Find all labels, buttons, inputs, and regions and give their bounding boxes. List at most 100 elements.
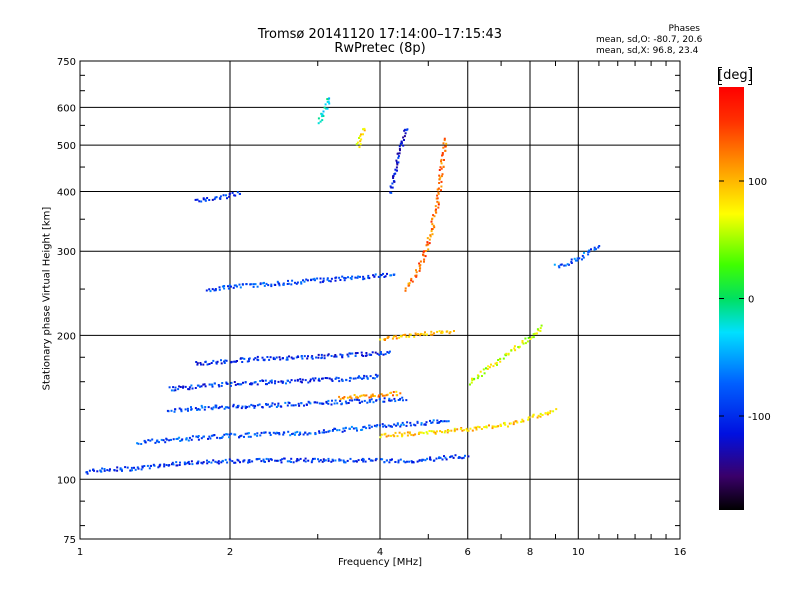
data-point — [101, 467, 104, 470]
data-point — [363, 129, 366, 132]
data-point — [578, 257, 581, 260]
data-point — [373, 395, 376, 397]
data-point — [503, 421, 506, 424]
data-point — [495, 361, 498, 364]
data-point — [288, 460, 291, 463]
data-point — [233, 360, 236, 363]
data-point — [363, 127, 366, 130]
data-point — [517, 346, 520, 348]
data-point — [338, 429, 341, 432]
data-point — [493, 425, 496, 428]
data-point — [524, 337, 527, 340]
data-point — [264, 460, 266, 463]
data-point — [274, 459, 277, 462]
data-point — [245, 283, 248, 286]
data-point — [402, 334, 405, 336]
data-point — [339, 353, 342, 356]
data-point — [208, 460, 210, 463]
data-point — [435, 211, 438, 214]
data-point — [469, 427, 472, 430]
data-point — [345, 402, 348, 405]
data-point — [219, 437, 222, 439]
data-point — [330, 355, 333, 357]
data-point — [197, 460, 200, 463]
data-point — [368, 427, 371, 430]
data-point — [376, 374, 379, 377]
data-point — [429, 235, 432, 238]
data-point — [190, 408, 193, 411]
data-point — [230, 432, 233, 435]
data-point — [210, 362, 213, 364]
data-point — [465, 427, 468, 430]
data-point — [223, 285, 226, 287]
data-point — [390, 191, 393, 194]
data-point — [389, 425, 392, 428]
data-point — [172, 386, 175, 389]
data-point — [475, 428, 478, 431]
data-point — [402, 460, 405, 463]
data-point — [168, 464, 171, 466]
data-point — [555, 408, 558, 411]
data-point — [292, 357, 295, 360]
data-point — [261, 356, 264, 359]
data-point — [438, 169, 441, 171]
data-point — [375, 457, 378, 460]
data-point — [212, 434, 215, 437]
data-point — [437, 201, 440, 204]
data-point — [321, 431, 324, 434]
data-point — [430, 220, 433, 223]
data-point — [188, 388, 191, 391]
data-point — [476, 425, 479, 428]
data-point — [205, 289, 208, 292]
data-point — [326, 277, 329, 280]
data-point — [376, 375, 379, 378]
data-point — [383, 394, 386, 397]
data-point — [347, 355, 350, 358]
data-point — [381, 423, 384, 426]
data-point — [349, 377, 352, 380]
data-point — [232, 286, 235, 289]
data-point — [416, 420, 419, 423]
data-point — [424, 250, 427, 252]
data-point — [186, 407, 189, 410]
data-point — [440, 189, 442, 192]
data-point — [539, 330, 542, 332]
data-point — [365, 394, 368, 397]
data-point — [302, 279, 304, 282]
data-point — [294, 281, 296, 284]
y-tick-label: 200 — [57, 331, 76, 342]
data-point — [343, 396, 346, 398]
data-point — [406, 460, 408, 463]
data-point — [397, 155, 400, 158]
data-point — [341, 275, 344, 278]
data-point — [363, 425, 366, 428]
data-point — [435, 208, 437, 211]
data-point — [339, 459, 342, 462]
data-point — [398, 431, 401, 434]
data-point — [320, 115, 323, 118]
data-point — [156, 439, 159, 442]
data-point — [457, 457, 460, 459]
data-point — [535, 332, 538, 335]
data-point — [274, 380, 277, 383]
data-point — [158, 441, 160, 444]
data-point — [431, 223, 434, 226]
data-point — [499, 360, 502, 363]
data-point — [433, 215, 436, 218]
data-point — [250, 403, 253, 406]
data-point — [219, 195, 222, 198]
data-point — [444, 149, 447, 152]
data-point — [287, 430, 290, 433]
data-point — [382, 400, 385, 403]
data-point — [269, 434, 272, 436]
data-point — [331, 458, 334, 461]
data-point — [297, 459, 300, 462]
data-point — [437, 191, 440, 194]
data-point — [232, 403, 235, 406]
data-point — [490, 363, 492, 366]
data-point — [581, 254, 584, 257]
data-point — [383, 397, 386, 400]
data-point — [226, 406, 228, 409]
data-point — [410, 279, 413, 282]
data-point — [418, 262, 421, 265]
